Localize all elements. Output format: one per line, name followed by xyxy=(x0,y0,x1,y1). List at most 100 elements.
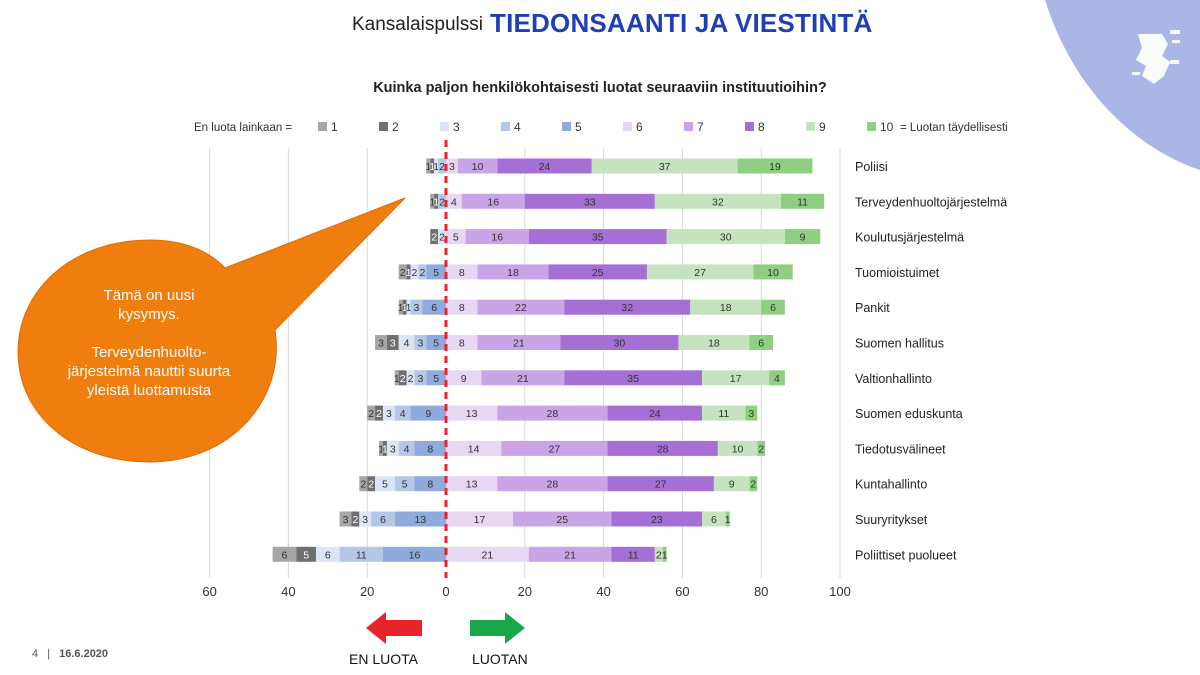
bar-data-label: 4 xyxy=(404,443,410,455)
legend-swatch xyxy=(379,122,388,131)
x-tick-label: 20 xyxy=(518,584,532,599)
bar-segment xyxy=(446,193,462,209)
bar-row: 11 2 4 16 33 32 11 Terveydenhuoltojärjestelmä xyxy=(429,193,1007,209)
bar-segment xyxy=(394,405,411,421)
bar-segment xyxy=(430,158,435,174)
bar-data-label: 2 xyxy=(376,408,382,420)
bar-data-label: 9 xyxy=(461,373,467,385)
category-label: Poliittiset puolueet xyxy=(855,548,957,562)
bar-segment xyxy=(446,299,478,315)
bar-data-label: 1 xyxy=(429,196,435,208)
x-tick-label: 40 xyxy=(281,584,295,599)
bar-segment xyxy=(394,511,446,527)
bar-data-label: 4 xyxy=(451,196,457,208)
bar-segment xyxy=(446,264,478,280)
bar-segment xyxy=(446,476,498,492)
bar-data-label: 2 xyxy=(352,514,358,526)
bar-segment xyxy=(410,264,419,280)
bar-segment xyxy=(394,476,415,492)
footer: 4 | 16.6.2020 xyxy=(32,648,108,660)
bar-segment xyxy=(564,299,691,315)
bar-segment xyxy=(406,299,411,315)
bar-data-label: 3 xyxy=(378,338,384,350)
bar-data-label: 28 xyxy=(547,408,559,420)
bar-data-label: 24 xyxy=(539,161,551,173)
bar-data-label: 2 xyxy=(368,479,374,491)
bar-row: 1 2 2 3 5 9 21 35 17 4 Valtionhallinto xyxy=(394,370,932,386)
x-axis-ticks: 60 40 20 0 20 40 60 80 100 xyxy=(202,584,850,599)
bar-segment xyxy=(465,229,529,245)
category-label: Koulutusjärjestelmä xyxy=(855,231,964,245)
bar-segment xyxy=(477,335,561,350)
legend-label: 1 xyxy=(331,120,338,134)
bar-data-label: 9 xyxy=(425,408,431,420)
bar-data-label: 35 xyxy=(592,232,604,244)
bar-data-label: 1 xyxy=(406,302,412,314)
bar-data-label: 27 xyxy=(549,443,561,455)
bar-data-label: 6 xyxy=(325,549,331,561)
bar-segment xyxy=(438,229,446,245)
bar-row: 111 2 3 10 24 37 19 Poliisi xyxy=(425,158,888,174)
bar-segment xyxy=(607,476,714,492)
bar-data-label: 1 xyxy=(425,161,431,173)
bar-data-label: 2 xyxy=(408,373,414,385)
bar-segment xyxy=(422,299,446,315)
bar-data-label: 11 xyxy=(628,549,639,561)
bar-segment xyxy=(528,546,612,562)
bar-data-label: 4 xyxy=(400,408,406,420)
bar-segment xyxy=(654,546,663,562)
bar-segment xyxy=(446,546,529,562)
bar-segment xyxy=(315,546,340,562)
bar-segment xyxy=(591,158,738,174)
bar-data-label: 1 xyxy=(433,196,439,208)
bar-segment xyxy=(784,229,821,245)
bar-segment xyxy=(477,299,565,315)
x-tick-label: 20 xyxy=(360,584,374,599)
bar-segment xyxy=(611,511,703,527)
bar-row: 2 2 5 16 35 30 9 Koulutusjärjestelmä xyxy=(430,229,964,245)
legend-label: 8 xyxy=(758,120,765,134)
bar-data-label: 28 xyxy=(547,479,559,491)
bar-data-label: 11 xyxy=(797,196,808,208)
bar-data-label: 3 xyxy=(449,161,455,173)
bar-segment xyxy=(339,546,383,562)
bar-data-label: 2 xyxy=(656,549,662,561)
bar-segment xyxy=(446,158,458,174)
bar-segment xyxy=(666,229,785,245)
bar-data-label: 1 xyxy=(406,267,412,279)
bar-data-label: 9 xyxy=(800,232,806,244)
header-title: TIEDONSAANTI JA VIESTINTÄ xyxy=(490,8,873,38)
bar-segment xyxy=(426,335,446,350)
category-label: Tuomioistuimet xyxy=(855,266,940,280)
bar-data-label: 1 xyxy=(394,373,400,385)
bar-data-label: 6 xyxy=(758,338,764,350)
bar-segment xyxy=(524,193,655,209)
legend-swatch xyxy=(806,122,815,131)
bar-segment xyxy=(375,476,395,492)
bar-row: 11 3 4 8 14 27 28 10 2 Tiedotusvälineet xyxy=(378,440,946,456)
bar-data-label: 5 xyxy=(382,479,388,491)
bar-data-label: 3 xyxy=(390,338,396,350)
bar-segment xyxy=(410,299,423,315)
legend-swatch xyxy=(562,122,571,131)
bar-data-label: 2 xyxy=(368,408,374,420)
bar-data-label: 32 xyxy=(621,302,633,314)
bar-data-label: 23 xyxy=(651,514,663,526)
bar-data-label: 5 xyxy=(402,479,408,491)
bar-data-label: 1 xyxy=(433,161,439,173)
bar-data-label: 21 xyxy=(513,338,525,350)
category-label: Terveydenhuoltojärjestelmä xyxy=(855,195,1007,209)
bar-data-label: 35 xyxy=(627,373,639,385)
bar-data-label: 8 xyxy=(427,443,433,455)
bar-data-label: 3 xyxy=(386,408,392,420)
bar-segment xyxy=(481,370,565,386)
bar-data-label: 1 xyxy=(429,161,435,173)
bar-data-label: 5 xyxy=(453,232,459,244)
bar-segment xyxy=(414,335,427,350)
bar-data-label: 2 xyxy=(400,267,406,279)
bar-data-label: 28 xyxy=(657,443,669,455)
bar-data-label: 2 xyxy=(431,232,437,244)
bar-data-label: 21 xyxy=(517,373,529,385)
callout-line-2: Terveydenhuolto-järjestelmä nauttii suur… xyxy=(67,344,231,399)
